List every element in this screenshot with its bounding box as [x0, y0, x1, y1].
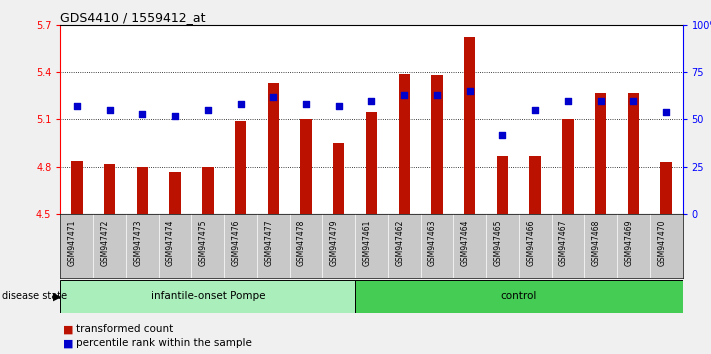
Bar — [267, 83, 279, 214]
Text: infantile-onset Pompe: infantile-onset Pompe — [151, 291, 265, 302]
Bar — [432, 75, 443, 214]
Point — [399, 92, 410, 98]
Text: GSM947465: GSM947465 — [493, 219, 503, 266]
Point — [169, 113, 181, 119]
Text: ▶: ▶ — [53, 291, 61, 302]
Text: GSM947474: GSM947474 — [166, 219, 175, 266]
Text: GSM947464: GSM947464 — [461, 219, 470, 266]
Text: GSM947477: GSM947477 — [264, 219, 273, 266]
Text: GSM947468: GSM947468 — [592, 219, 601, 266]
Text: ■: ■ — [63, 324, 73, 334]
Text: GSM947472: GSM947472 — [100, 219, 109, 266]
Bar — [562, 120, 574, 214]
Bar — [530, 156, 541, 214]
Point — [562, 98, 574, 103]
Bar — [71, 160, 82, 214]
Bar — [235, 121, 246, 214]
Text: ■: ■ — [63, 338, 73, 348]
Point — [432, 92, 443, 98]
Text: GSM947462: GSM947462 — [395, 219, 405, 266]
Text: GDS4410 / 1559412_at: GDS4410 / 1559412_at — [60, 11, 206, 24]
Point — [235, 102, 246, 107]
Bar — [333, 143, 345, 214]
Point — [137, 111, 148, 116]
Point — [628, 98, 639, 103]
Bar — [497, 156, 508, 214]
Point — [595, 98, 606, 103]
Bar — [202, 167, 213, 214]
Bar — [595, 93, 606, 214]
Text: control: control — [501, 291, 537, 302]
Text: GSM947476: GSM947476 — [232, 219, 240, 266]
Point — [661, 109, 672, 115]
Bar — [628, 93, 639, 214]
Text: GSM947473: GSM947473 — [133, 219, 142, 266]
Point — [365, 98, 377, 103]
Point — [71, 103, 82, 109]
Bar — [398, 74, 410, 214]
Point — [333, 103, 344, 109]
Text: percentile rank within the sample: percentile rank within the sample — [76, 338, 252, 348]
Bar — [60, 280, 355, 313]
Bar — [464, 38, 476, 214]
Text: disease state: disease state — [2, 291, 68, 302]
Text: GSM947461: GSM947461 — [363, 219, 371, 266]
Point — [497, 132, 508, 137]
Bar — [661, 162, 672, 214]
Text: GSM947471: GSM947471 — [68, 219, 77, 266]
Text: GSM947469: GSM947469 — [624, 219, 634, 266]
Text: transformed count: transformed count — [76, 324, 173, 334]
Text: GSM947467: GSM947467 — [559, 219, 568, 266]
Point — [530, 107, 541, 113]
Point — [267, 94, 279, 99]
Text: GSM947463: GSM947463 — [428, 219, 437, 266]
Text: GSM947470: GSM947470 — [657, 219, 666, 266]
Bar — [137, 167, 148, 214]
Text: GSM947466: GSM947466 — [526, 219, 535, 266]
Bar — [355, 280, 683, 313]
Bar — [365, 112, 378, 214]
Text: GSM947478: GSM947478 — [297, 219, 306, 266]
Point — [104, 107, 115, 113]
Point — [300, 102, 311, 107]
Bar — [169, 172, 181, 214]
Bar — [300, 120, 311, 214]
Point — [202, 107, 213, 113]
Text: GSM947475: GSM947475 — [199, 219, 208, 266]
Point — [464, 88, 476, 94]
Bar — [104, 164, 115, 214]
Text: GSM947479: GSM947479 — [330, 219, 338, 266]
